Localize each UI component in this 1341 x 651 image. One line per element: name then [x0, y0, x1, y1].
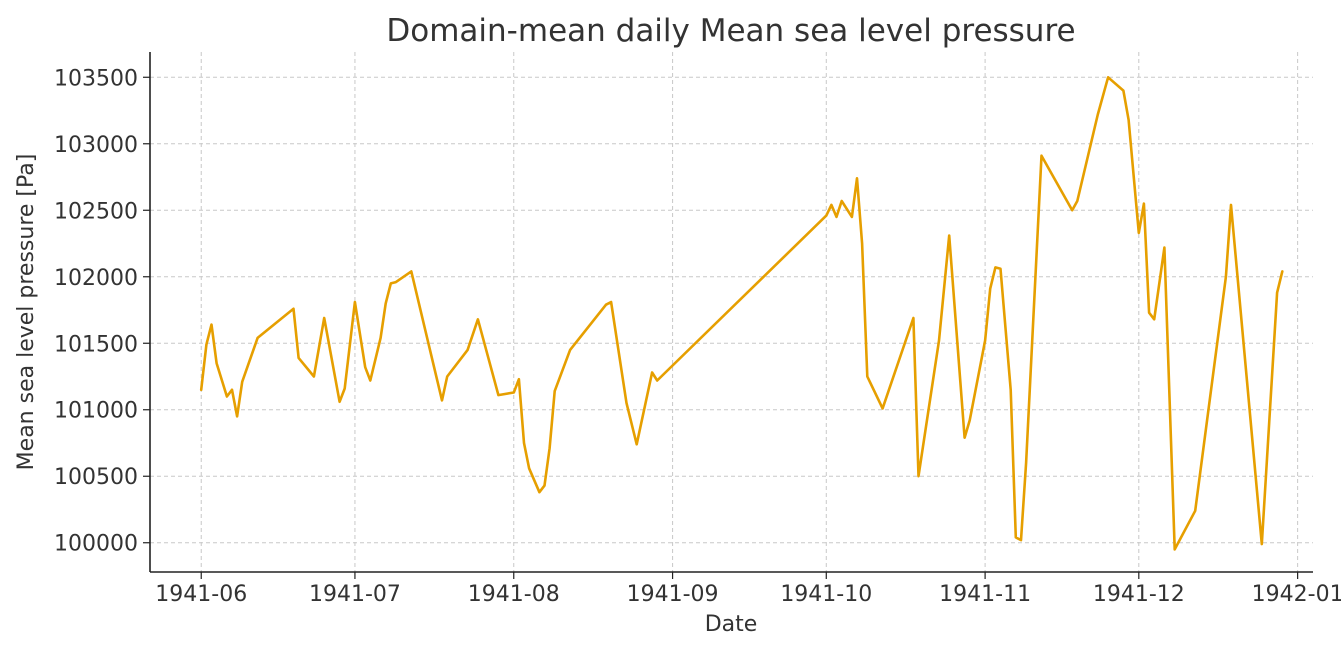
series-line	[199, 76, 1284, 551]
y-tick-label: 100500	[54, 465, 138, 490]
x-tick-label: 1941-10	[780, 582, 872, 607]
x-tick-label: 1941-12	[1093, 582, 1185, 607]
y-tick-label: 102500	[54, 199, 138, 224]
x-tick-label: 1941-06	[155, 582, 247, 607]
x-tick-label: 1942-01	[1252, 582, 1341, 607]
y-tick-label: 103000	[54, 133, 138, 158]
y-tick-label: 103500	[54, 66, 138, 91]
y-tick-label: 100000	[54, 532, 138, 557]
y-axis-label: Mean sea level pressure [Pa]	[14, 154, 39, 471]
x-tick-label: 1941-09	[627, 582, 719, 607]
y-tick-label: 102000	[54, 266, 138, 291]
chart-title: Domain-mean daily Mean sea level pressur…	[386, 13, 1075, 49]
series-layer	[199, 76, 1284, 551]
x-tick-label: 1941-08	[468, 582, 560, 607]
x-axis-label: Date	[705, 612, 758, 637]
tick-marks	[143, 76, 1299, 579]
y-tick-label: 101500	[54, 332, 138, 357]
x-tick-label: 1941-07	[309, 582, 401, 607]
y-tick-label: 101000	[54, 399, 138, 424]
gridlines	[150, 52, 1313, 572]
tick-labels: 100000 100500 101000 101500 102000 102500 1030…	[54, 66, 1341, 607]
x-tick-label: 1941-11	[939, 582, 1031, 607]
